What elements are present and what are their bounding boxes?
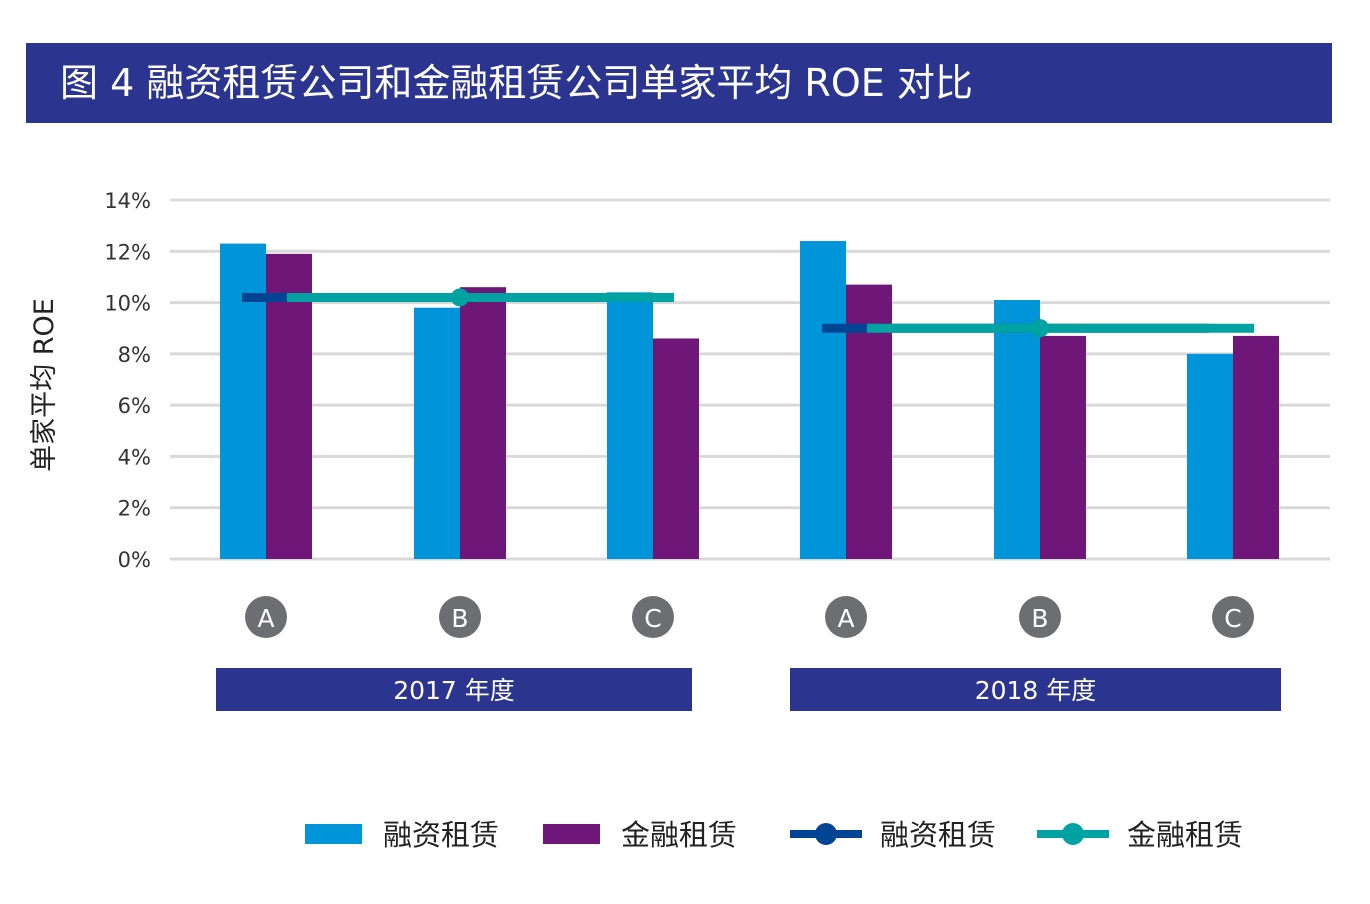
legend-label: 金融租赁 [621,818,737,852]
y-tick-label: 0% [118,548,151,572]
chart-title: 图 4 融资租赁公司和金融租赁公司单家平均 ROE 对比 [26,43,1332,123]
y-tick-label: 2% [118,497,151,521]
category-badge [632,596,674,638]
bar [460,287,506,559]
bar [653,338,699,559]
group-label: 2017 年度 [393,676,515,705]
legend-label: 金融租赁 [1127,818,1243,852]
y-tick-label: 14% [104,189,151,213]
category-label: C [644,604,661,633]
bar [800,241,846,559]
bar [1187,353,1233,559]
group-band [790,668,1281,711]
y-tick-label: 6% [118,394,151,418]
bar [994,300,1040,559]
legend-label: 融资租赁 [880,818,996,852]
category-label: A [257,604,274,633]
category-badge [1019,596,1061,638]
bar [1233,335,1279,559]
y-tick-label: 12% [104,240,151,264]
legend-swatch [305,824,362,844]
category-badge [245,596,287,638]
category-label: C [1224,604,1241,633]
bar [266,253,312,559]
category-label: B [1031,604,1048,633]
category-label: B [451,604,468,633]
category-badge [825,596,867,638]
bar [220,243,266,560]
category-badge [1212,596,1254,638]
bar [607,292,653,559]
group-label: 2018 年度 [975,676,1097,705]
y-tick-label: 10% [104,292,151,316]
legend-label: 融资租赁 [383,818,499,852]
y-tick-label: 8% [118,343,151,367]
y-axis-label: 单家平均 ROE [29,298,60,472]
legend-marker [815,823,837,845]
bar [1040,335,1086,559]
category-label: A [837,604,854,633]
legend-swatch [543,824,600,844]
average-marker [1031,319,1049,338]
group-band [216,668,692,711]
average-marker [451,288,469,307]
y-tick-label: 4% [118,445,151,469]
category-badge [439,596,481,638]
legend-marker [1062,823,1084,845]
bar [414,307,460,559]
